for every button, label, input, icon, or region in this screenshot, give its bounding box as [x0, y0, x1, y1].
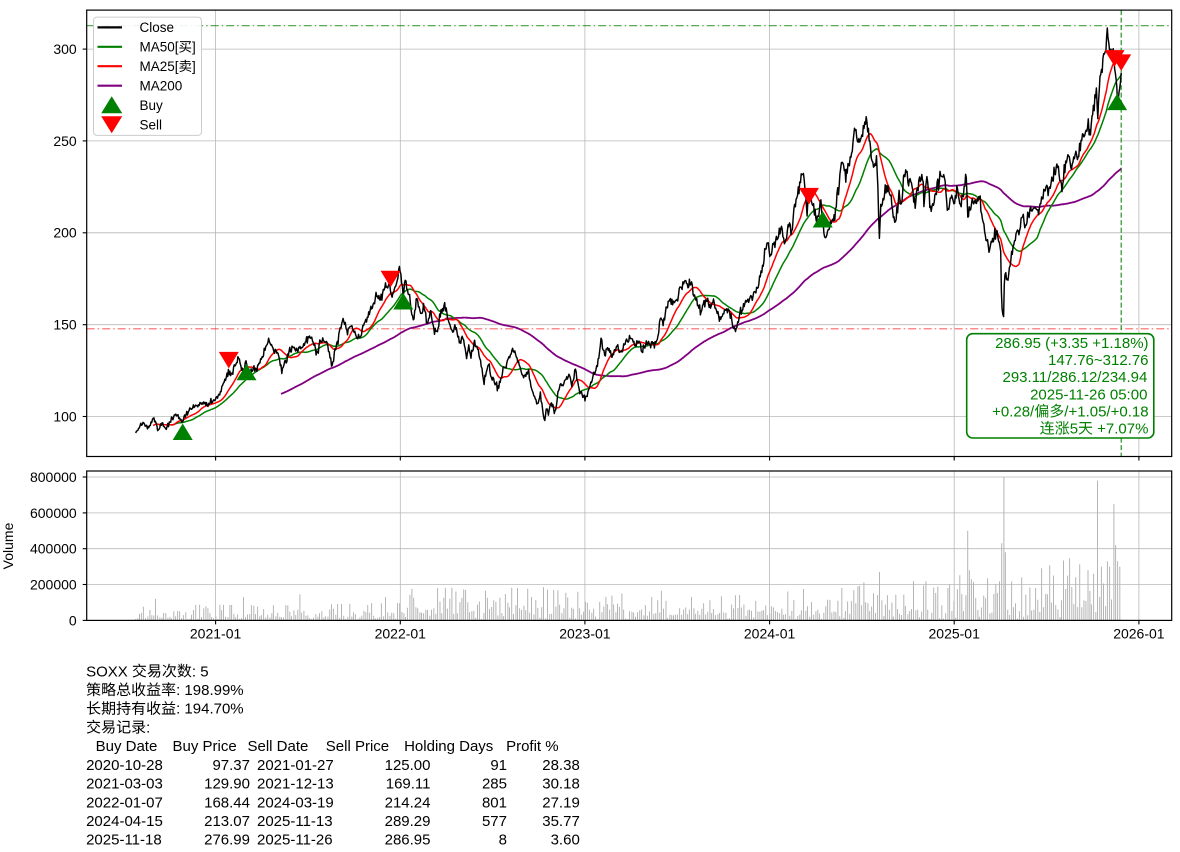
svg-text:91: 91	[490, 757, 507, 774]
svg-text:2025-11-26: 2025-11-26	[257, 832, 333, 849]
svg-text:800000: 800000	[30, 469, 77, 485]
svg-text:276.99: 276.99	[204, 832, 250, 849]
svg-text:MA25[: MA25[	[140, 59, 179, 74]
svg-text:5: 5	[1070, 421, 1078, 438]
svg-text:MA200: MA200	[140, 79, 183, 94]
svg-text:/+1.05/+0.18: /+1.05/+0.18	[1064, 403, 1148, 420]
svg-text:2024-04-15: 2024-04-15	[86, 813, 163, 830]
svg-text:168.44: 168.44	[204, 794, 250, 811]
svg-text:577: 577	[482, 813, 507, 830]
svg-text:300: 300	[53, 41, 77, 57]
svg-text:2024-03-19: 2024-03-19	[257, 794, 334, 811]
svg-text:3.60: 3.60	[551, 832, 580, 849]
svg-text:289.29: 289.29	[385, 813, 431, 830]
svg-text:286.95: 286.95	[385, 832, 431, 849]
svg-text:: 194.70%: : 194.70%	[176, 701, 244, 718]
svg-text:200: 200	[53, 225, 77, 241]
svg-text::: :	[146, 719, 150, 736]
svg-text:]: ]	[192, 59, 196, 74]
svg-text:250: 250	[53, 133, 77, 149]
svg-text:2021-12-13: 2021-12-13	[257, 776, 334, 793]
svg-text:35.77: 35.77	[542, 813, 580, 830]
svg-text:30.18: 30.18	[542, 776, 580, 793]
svg-text:400000: 400000	[30, 541, 77, 557]
svg-text:100: 100	[53, 408, 77, 424]
svg-text:286.95 (+3.35 +1.18%): 286.95 (+3.35 +1.18%)	[995, 335, 1148, 352]
svg-text:2025-11-13: 2025-11-13	[257, 813, 333, 830]
svg-text:: 5: : 5	[192, 663, 209, 680]
svg-text:285: 285	[482, 776, 507, 793]
svg-text:Sell: Sell	[140, 117, 163, 132]
svg-text:97.37: 97.37	[212, 757, 250, 774]
svg-text:600000: 600000	[30, 505, 77, 521]
svg-text:125.00: 125.00	[385, 757, 431, 774]
svg-text:2022-01: 2022-01	[375, 625, 427, 641]
svg-text:]: ]	[192, 40, 196, 55]
svg-text:169.11: 169.11	[386, 776, 431, 793]
svg-text:MA50[: MA50[	[140, 40, 179, 55]
svg-text:2025-11-26 05:00: 2025-11-26 05:00	[1030, 386, 1147, 403]
svg-text:: 198.99%: : 198.99%	[176, 682, 244, 699]
svg-text:2021-03-03: 2021-03-03	[86, 776, 163, 793]
svg-text:27.19: 27.19	[542, 794, 580, 811]
svg-text:213.07: 213.07	[204, 813, 250, 830]
svg-text:200000: 200000	[30, 576, 77, 592]
svg-text:129.90: 129.90	[204, 776, 250, 793]
svg-text:+7.07%: +7.07%	[1093, 421, 1148, 438]
svg-text:2024-01: 2024-01	[744, 625, 796, 641]
svg-text:2021-01-27: 2021-01-27	[257, 757, 334, 774]
svg-text:2020-10-28: 2020-10-28	[86, 757, 163, 774]
svg-text:2022-01-07: 2022-01-07	[86, 794, 163, 811]
svg-text:0: 0	[69, 612, 77, 628]
svg-text:Holding Days: Holding Days	[404, 738, 493, 755]
svg-text:Buy: Buy	[140, 98, 164, 113]
svg-text:28.38: 28.38	[542, 757, 580, 774]
svg-text:Profit %: Profit %	[506, 738, 559, 755]
svg-text:+0.28/: +0.28/	[992, 403, 1035, 420]
svg-text:801: 801	[482, 794, 507, 811]
svg-text:Volume: Volume	[0, 522, 16, 569]
svg-text:Buy Price: Buy Price	[173, 738, 237, 755]
svg-text:Sell Price: Sell Price	[326, 738, 389, 755]
svg-text:214.24: 214.24	[385, 794, 431, 811]
svg-text:2025-01: 2025-01	[929, 625, 981, 641]
svg-text:2025-11-18: 2025-11-18	[86, 832, 162, 849]
svg-text:Buy Date: Buy Date	[96, 738, 158, 755]
svg-text:Close: Close	[140, 20, 175, 35]
svg-text:SOXX: SOXX	[86, 663, 132, 680]
svg-text:8: 8	[499, 832, 507, 849]
svg-text:150: 150	[53, 317, 77, 333]
svg-text:2026-01: 2026-01	[1113, 625, 1165, 641]
svg-text:Sell Date: Sell Date	[248, 738, 309, 755]
svg-text:293.11/286.12/234.94: 293.11/286.12/234.94	[1003, 369, 1148, 386]
svg-text:2023-01: 2023-01	[559, 625, 611, 641]
svg-text:147.76~312.76: 147.76~312.76	[1048, 352, 1149, 369]
svg-text:2021-01: 2021-01	[190, 625, 242, 641]
